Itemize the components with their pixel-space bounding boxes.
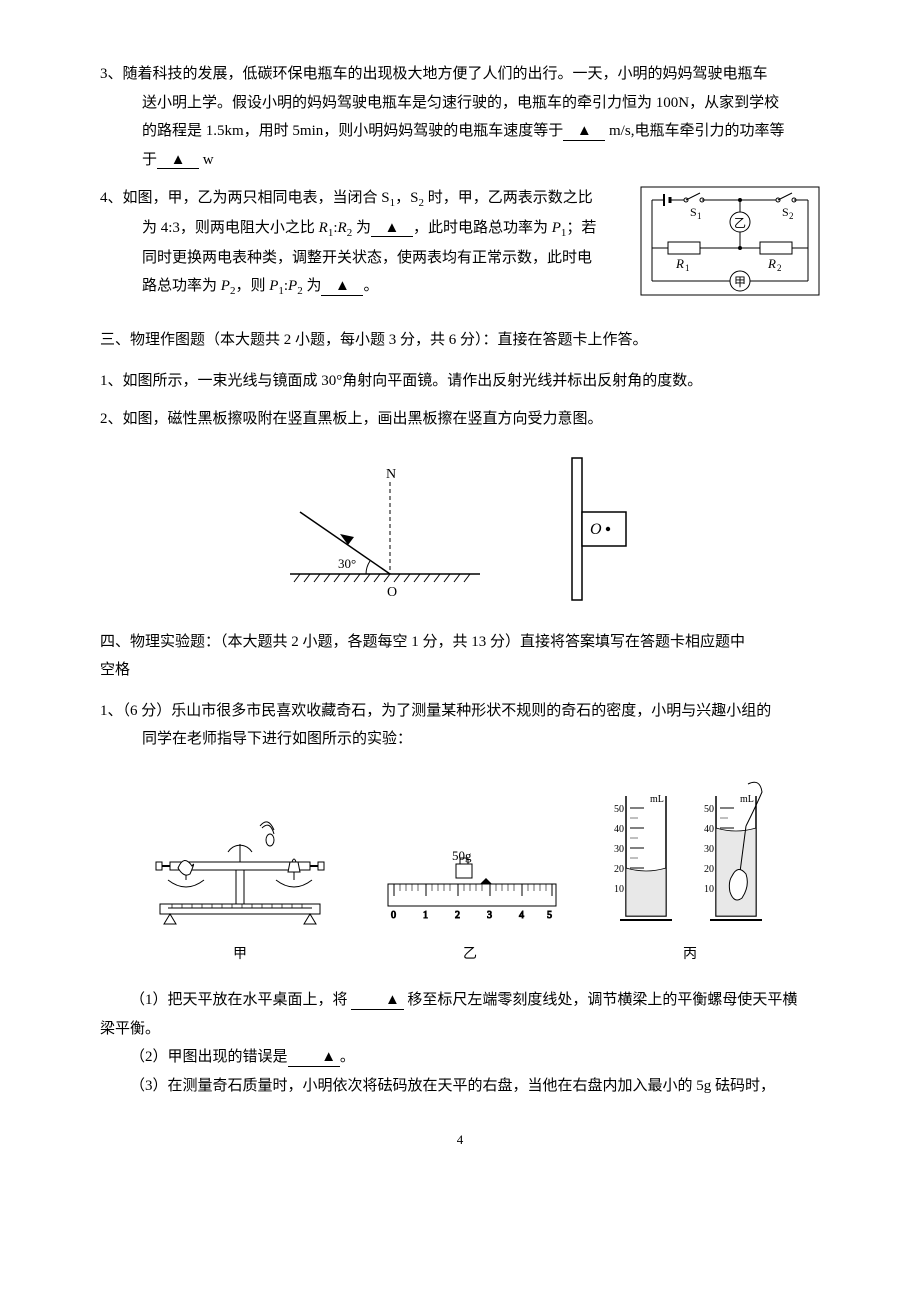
mirror-diagram: N 30° O xyxy=(270,464,490,604)
svg-text:20: 20 xyxy=(704,864,714,875)
fig-label-jia: 甲 xyxy=(140,942,340,969)
balance-diagram: 甲 xyxy=(140,796,340,969)
svg-text:2: 2 xyxy=(455,910,460,921)
svg-text:S: S xyxy=(782,205,789,219)
question-3: 3、随着科技的发展，低碳环保电瓶车的出现极大地方便了人们的出行。一天，小明的妈妈… xyxy=(100,60,820,174)
page-number: 4 xyxy=(100,1128,820,1153)
svg-text:40: 40 xyxy=(704,824,714,835)
q3-text-l4: 于▲ w xyxy=(100,146,820,175)
figure-row-2: 甲 50g 0 1 2 3 4 5 xyxy=(100,776,820,969)
svg-text:50g: 50g xyxy=(452,848,472,863)
sec4-q1-head: 1、（6 分）乐山市很多市民喜欢收藏奇石，为了测量某种形状不规则的奇石的密度，小… xyxy=(100,697,820,754)
blank-r-ratio: ▲ xyxy=(371,220,413,238)
svg-text:1: 1 xyxy=(697,211,702,221)
section-4-title: 四、物理实验题：（本大题共 2 小题，各题每空 1 分，共 13 分）直接将答案… xyxy=(100,628,820,685)
scale-diagram: 50g 0 1 2 3 4 5 乙 xyxy=(380,836,560,969)
q3-number: 3、 xyxy=(100,66,123,82)
svg-text:30°: 30° xyxy=(338,556,356,571)
q4-l1: 如图，甲，乙为两只相同电表，当闭合 S1，S2 时，甲，乙两表示数之比 xyxy=(123,190,593,206)
svg-text:乙: 乙 xyxy=(734,216,746,230)
blank-error: ▲ xyxy=(288,1049,340,1067)
svg-text:1: 1 xyxy=(685,263,690,273)
svg-text:O: O xyxy=(387,585,397,600)
svg-text:40: 40 xyxy=(614,824,624,835)
q3-text-l1: 随着科技的发展，低碳环保电瓶车的出现极大地方便了人们的出行。一天，小明的妈妈驾驶… xyxy=(123,66,768,82)
svg-text:5: 5 xyxy=(547,910,552,921)
question-4: S1 乙 S2 R1 R2 xyxy=(100,184,820,302)
blank-speed: ▲ xyxy=(563,123,605,141)
circuit-diagram: S1 乙 S2 R1 R2 xyxy=(640,186,820,296)
sec4-q1-p1b: 梁平衡。 xyxy=(100,1015,820,1044)
q3-text-l2: 送小明上学。假设小明的妈妈驾驶电瓶车是匀速行驶的，电瓶车的牵引力恒为 100N，… xyxy=(100,89,820,118)
svg-text:50: 50 xyxy=(704,804,714,815)
svg-text:R: R xyxy=(767,256,776,271)
fig-label-yi: 乙 xyxy=(380,942,560,969)
svg-text:S: S xyxy=(690,205,697,219)
blank-rider: ▲ xyxy=(351,992,403,1010)
svg-text:10: 10 xyxy=(704,884,714,895)
svg-text:2: 2 xyxy=(789,211,794,221)
svg-text:30: 30 xyxy=(704,844,714,855)
svg-text:0: 0 xyxy=(391,910,396,921)
svg-text:4: 4 xyxy=(519,910,524,921)
svg-text:1: 1 xyxy=(423,910,428,921)
sec4-q1-p1: （1）把天平放在水平桌面上，将 ▲ 移至标尺左端零刻度线处，调节横梁上的平衡螺母… xyxy=(100,986,820,1015)
svg-text:R: R xyxy=(675,256,684,271)
svg-text:50: 50 xyxy=(614,804,624,815)
blank-p-ratio: ▲ xyxy=(321,278,363,296)
svg-text:20: 20 xyxy=(614,864,624,875)
q4-number: 4、 xyxy=(100,190,123,206)
svg-text:10: 10 xyxy=(614,884,624,895)
sec4-q1-p2: （2）甲图出现的错误是 ▲ 。 xyxy=(100,1043,820,1072)
svg-text:甲: 甲 xyxy=(734,275,746,289)
figure-row-1: N 30° O xyxy=(100,454,820,604)
svg-text:mL: mL xyxy=(740,794,754,805)
cylinders-diagram: mL 50 40 30 20 10 mL xyxy=(600,776,780,969)
blank-power: ▲ xyxy=(157,152,199,170)
svg-text:O: O xyxy=(590,521,602,538)
blackboard-eraser-diagram: O xyxy=(530,454,650,604)
svg-text:2: 2 xyxy=(777,263,782,273)
q3-text-l3: 的路程是 1.5km，用时 5min，则小明妈妈驾驶的电瓶车速度等于▲ m/s,… xyxy=(100,117,820,146)
sec4-q1-p3: （3）在测量奇石质量时，小明依次将砝码放在天平的右盘，当他在右盘内加入最小的 5… xyxy=(100,1072,820,1101)
svg-text:N: N xyxy=(386,467,396,482)
sec3-q2: 2、如图，磁性黑板擦吸附在竖直黑板上，画出黑板擦在竖直方向受力意图。 xyxy=(100,405,820,434)
svg-text:mL: mL xyxy=(650,794,664,805)
svg-text:30: 30 xyxy=(614,844,624,855)
svg-text:3: 3 xyxy=(487,910,492,921)
sec3-q1: 1、如图所示，一束光线与镜面成 30°角射向平面镜。请作出反射光线并标出反射角的… xyxy=(100,367,820,396)
section-3-title: 三、物理作图题（本大题共 2 小题，每小题 3 分，共 6 分）：直接在答题卡上… xyxy=(100,326,820,355)
fig-label-bing: 丙 xyxy=(600,942,780,969)
